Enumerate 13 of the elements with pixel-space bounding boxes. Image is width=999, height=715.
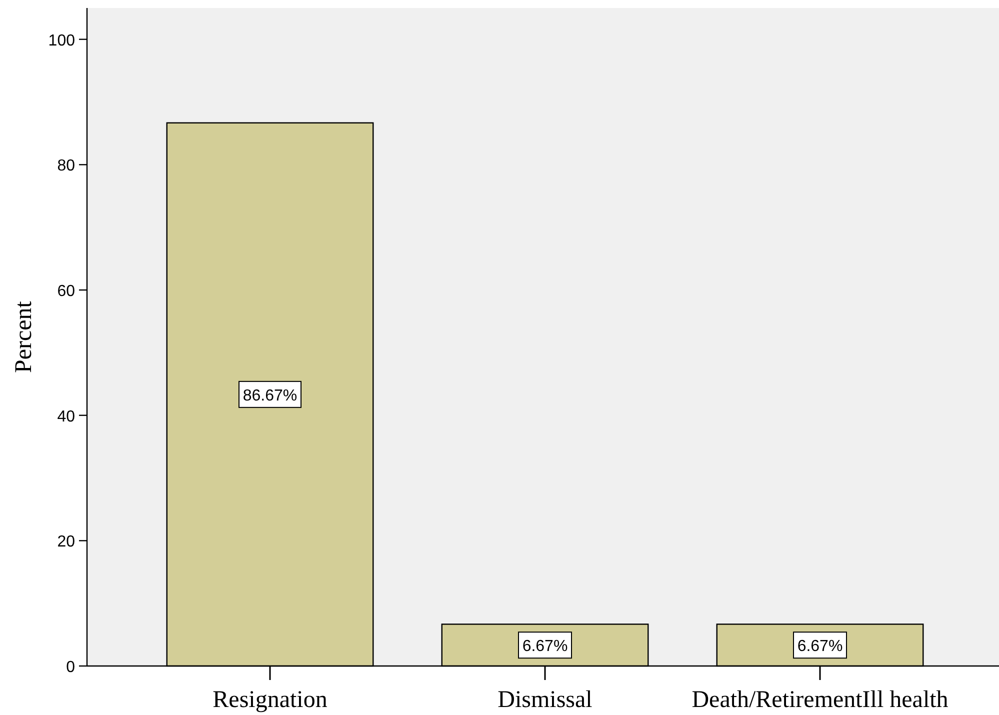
data-label: 6.67% (522, 638, 568, 656)
y-tick-label: 100 (48, 32, 76, 50)
data-label: 86.67% (242, 387, 298, 404)
data-label: 6.67% (797, 638, 843, 656)
y-tick-label: 0 (66, 659, 76, 676)
x-tick-label: Resignation (212, 687, 328, 713)
y-tick-label: 40 (57, 408, 76, 426)
x-tick-label: Death/RetirementIll health (692, 687, 948, 713)
y-tick-label: 80 (57, 158, 76, 175)
y-axis-title: Percent (11, 300, 37, 373)
x-tick-label: Dismissal (498, 687, 593, 713)
y-tick-label: 20 (57, 534, 76, 551)
y-tick-label: 60 (57, 283, 76, 300)
